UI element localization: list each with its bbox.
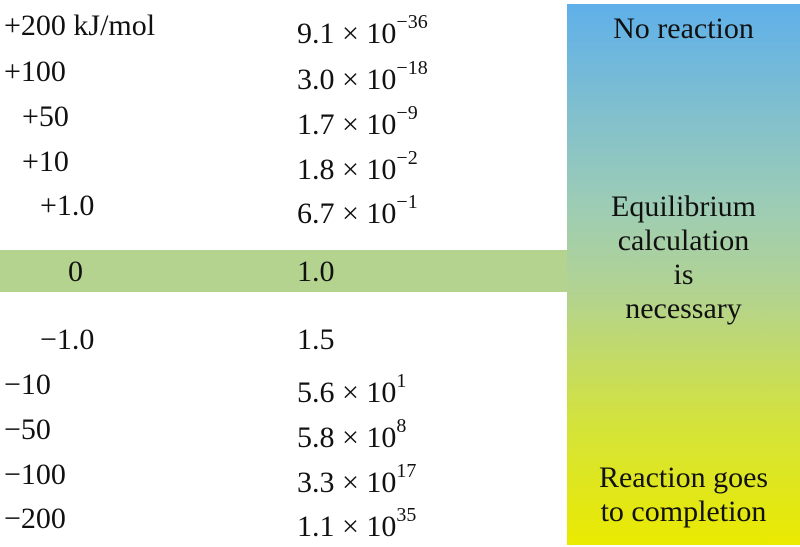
delta-g-value: −10: [4, 368, 51, 401]
table-row: −100 3.3 × 1017: [0, 455, 565, 499]
reaction-extent-gradient-panel: [567, 4, 800, 545]
equilibrium-constant-value: 5.8 × 108: [297, 415, 407, 454]
equilibrium-constant-value: 6.7 × 10−1: [297, 191, 418, 230]
no-reaction-label: No reaction: [613, 12, 754, 45]
table-row: −200 1.1 × 1035: [0, 499, 565, 543]
table-row: 0 1.0: [0, 252, 565, 292]
equilibrium-constant-value: 1.0: [297, 255, 335, 288]
delta-g-value: +100: [4, 55, 66, 88]
equilibrium-constant-value: 3.3 × 1017: [297, 460, 417, 499]
delta-g-value: −1.0: [40, 323, 95, 356]
delta-g-value: −50: [4, 413, 51, 446]
equilibrium-constant-value: 5.6 × 101: [297, 370, 407, 409]
delta-g-value: −100: [4, 458, 66, 491]
equilibrium-constant-value: 1.8 × 10−2: [297, 147, 418, 186]
equilibrium-constant-value: 1.7 × 10−9: [297, 102, 418, 141]
reaction-completion-label: Reaction goes to completion: [598, 461, 769, 528]
equilibrium-constant-value: 9.1 × 10−36: [297, 11, 428, 50]
table-row: −1.0 1.5: [0, 320, 565, 360]
delta-g-value: +1.0: [40, 189, 95, 222]
table-row: −10 5.6 × 101: [0, 365, 565, 409]
delta-g-value: −200: [4, 502, 66, 535]
table-row: +100 3.0 × 10−18: [0, 52, 565, 96]
delta-g-value: 0: [68, 255, 83, 288]
delta-g-value: +200 kJ/mol: [4, 9, 156, 42]
table-row: +10 1.8 × 10−2: [0, 142, 565, 186]
table-row: −50 5.8 × 108: [0, 410, 565, 454]
delta-g-value: +10: [22, 145, 69, 178]
equilibrium-constant-value: 3.0 × 10−18: [297, 57, 428, 96]
table-row: +1.0 6.7 × 10−1: [0, 186, 565, 230]
table-row: +50 1.7 × 10−9: [0, 97, 565, 141]
table-row: +200 kJ/mol 9.1 × 10−36: [0, 6, 565, 50]
equilibrium-constant-value: 1.1 × 1035: [297, 504, 417, 543]
equilibrium-calculation-label: Equilibrium calculation is necessary: [611, 190, 756, 325]
zero-row-highlight: [0, 250, 570, 292]
equilibrium-constant-value: 1.5: [297, 323, 335, 356]
delta-g-value: +50: [22, 100, 69, 133]
